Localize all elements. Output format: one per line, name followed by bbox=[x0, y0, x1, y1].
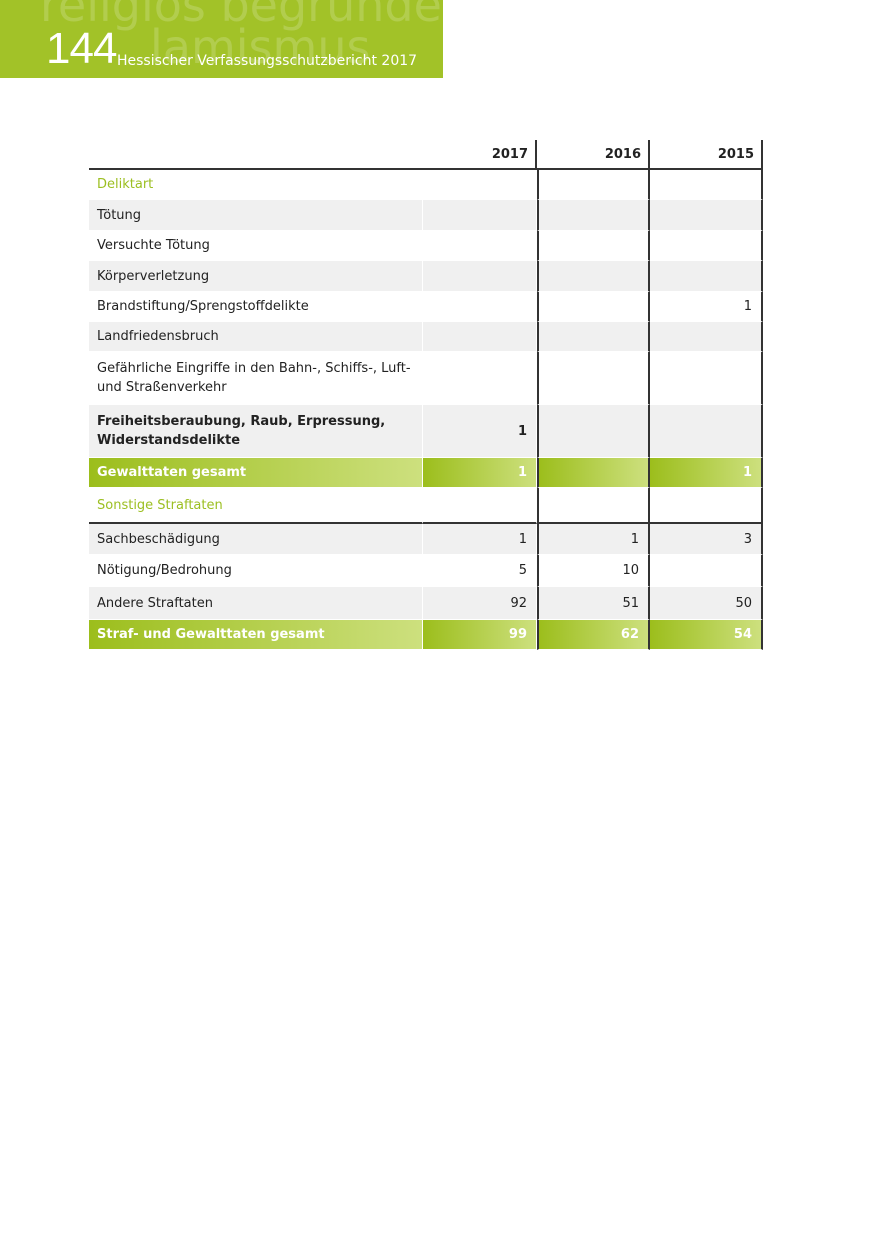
cell-value: 1 bbox=[650, 458, 763, 488]
row-label: Versuchte Tötung bbox=[89, 231, 423, 261]
row-label: Straf- und Gewalttaten gesamt bbox=[89, 620, 423, 650]
cell-value bbox=[423, 322, 537, 352]
cell-value: 62 bbox=[537, 620, 650, 650]
header-title: Hessischer Verfassungsschutzbericht 2017 bbox=[117, 53, 418, 69]
column-rule bbox=[535, 140, 537, 170]
column-header: 2015 bbox=[650, 140, 763, 170]
row-label: Deliktart bbox=[89, 170, 423, 200]
cell-value bbox=[423, 292, 537, 322]
row-label: Andere Straftaten bbox=[89, 587, 423, 620]
page-number: 144 bbox=[46, 24, 117, 73]
cell-value bbox=[423, 488, 537, 524]
header-rule bbox=[89, 140, 423, 170]
cell-value bbox=[423, 352, 537, 405]
row-label: Landfriedensbruch bbox=[89, 322, 423, 352]
cell-value: 1 bbox=[650, 292, 763, 322]
cell-value bbox=[650, 405, 763, 458]
cell-value: 10 bbox=[537, 555, 650, 587]
cell-value bbox=[537, 488, 650, 524]
column-header: 2016 bbox=[537, 140, 650, 170]
cell-value: 5 bbox=[423, 555, 537, 587]
cell-value bbox=[423, 231, 537, 261]
cell-value bbox=[650, 322, 763, 352]
cell-value bbox=[537, 352, 650, 405]
cell-value bbox=[537, 292, 650, 322]
row-label: Sachbeschädigung bbox=[89, 524, 423, 555]
cell-value bbox=[423, 170, 537, 200]
cell-value: 50 bbox=[650, 587, 763, 620]
cell-value bbox=[537, 200, 650, 231]
cell-value bbox=[650, 555, 763, 587]
row-label: Nötigung/Bedrohung bbox=[89, 555, 423, 587]
cell-value: 51 bbox=[537, 587, 650, 620]
cell-value bbox=[650, 488, 763, 524]
column-rule bbox=[761, 140, 763, 170]
row-label: Körperverletzung bbox=[89, 261, 423, 292]
row-label: Brandstiftung/Sprengstoffdelikte bbox=[89, 292, 423, 322]
cell-value: 1 bbox=[537, 524, 650, 555]
cell-value bbox=[537, 458, 650, 488]
cell-value bbox=[537, 405, 650, 458]
row-label: Gefährliche Eingriffe in den Bahn-, Schi… bbox=[89, 352, 423, 405]
column-rule bbox=[648, 140, 650, 170]
cell-value bbox=[423, 200, 537, 231]
cell-value bbox=[650, 261, 763, 292]
cell-value: 54 bbox=[650, 620, 763, 650]
cell-value: 1 bbox=[423, 458, 537, 488]
cell-value: 99 bbox=[423, 620, 537, 650]
cell-value bbox=[650, 170, 763, 200]
cell-value bbox=[537, 261, 650, 292]
cell-value bbox=[650, 231, 763, 261]
column-header: 2017 bbox=[423, 140, 537, 170]
cell-value: 1 bbox=[423, 524, 537, 555]
cell-value bbox=[650, 200, 763, 231]
row-label: Sonstige Straftaten bbox=[89, 488, 423, 524]
cell-value bbox=[650, 352, 763, 405]
cell-value: 1 bbox=[423, 405, 537, 458]
cell-value bbox=[537, 170, 650, 200]
cell-value: 92 bbox=[423, 587, 537, 620]
watermark: lamismus bbox=[150, 20, 371, 74]
cell-value: 3 bbox=[650, 524, 763, 555]
watermark: religiös begründeten Norm bbox=[40, 0, 443, 32]
row-label: Gewalttaten gesamt bbox=[89, 458, 423, 488]
row-label: Freiheitsberaubung, Raub, Erpressung, Wi… bbox=[89, 405, 423, 458]
row-label: Tötung bbox=[89, 200, 423, 231]
header: religiös begründeten Norm lamismus 144 H… bbox=[0, 0, 443, 78]
cell-value bbox=[537, 231, 650, 261]
cell-value bbox=[537, 322, 650, 352]
cell-value bbox=[423, 261, 537, 292]
